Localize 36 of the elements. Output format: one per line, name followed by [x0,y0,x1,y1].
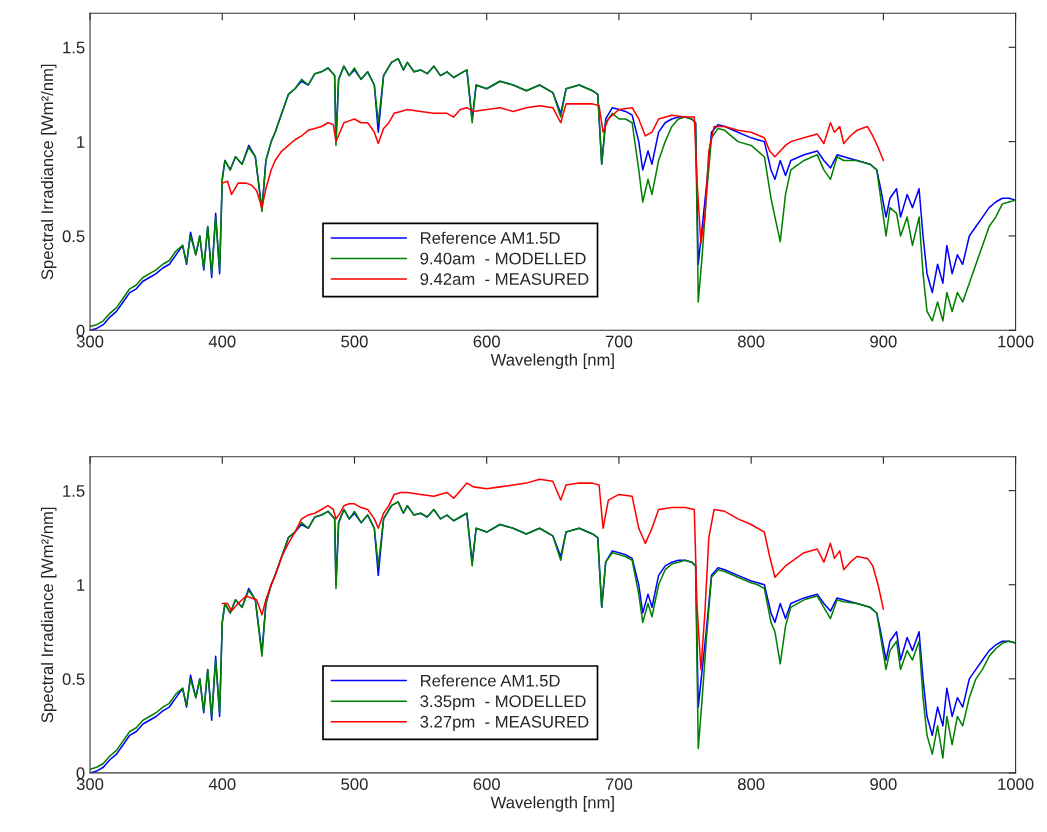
line-series [221,103,885,245]
y-tick-label: 1.5 [63,41,85,54]
legend-label: Reference AM1.5D [421,231,560,244]
y-tick-label: 1 [77,579,85,591]
x-tick-label: 1000 [998,335,1034,348]
y-tick-label: 0.5 [62,673,85,686]
y-tick-label: 0.5 [62,230,85,243]
x-tick-label: 900 [870,778,897,791]
x-tick-label: 700 [605,778,633,791]
legend-label: 9.42am - MEASURED [420,273,589,285]
x-tick-label: 700 [605,335,633,348]
x-tick-label: 500 [341,335,368,348]
y-tick-label: 1.5 [63,485,85,497]
y-axis-title: Spectral Irradiance [Wm²/nm] [40,507,57,723]
legend-label: 3.35pm - MODELLED [420,695,586,711]
x-axis-title: Wavelength [nm] [490,353,614,370]
legend-label: Reference AM1.5D [421,674,560,687]
legend-label: 9.40am - MODELLED [420,252,586,265]
x-tick-label: 300 [76,778,104,791]
x-tick-label: 900 [870,335,897,348]
x-tick-label: 1000 [998,778,1034,791]
x-tick-label: 600 [473,778,500,791]
x-tick-label: 600 [473,335,500,348]
legend-label: 3.27pm - MEASURED [420,715,589,731]
y-tick-label: 1 [77,136,85,148]
x-tick-label: 400 [208,335,236,348]
x-axis-title: Wavelength [nm] [490,796,614,812]
x-tick-label: 800 [737,778,765,791]
x-tick-label: 800 [737,335,765,348]
x-tick-label: 500 [341,778,368,791]
x-tick-label: 300 [76,335,104,348]
x-tick-label: 400 [208,778,236,791]
line-series [221,478,885,671]
y-tick-label: 0 [76,767,85,780]
y-axis-title: Spectral Irradiance [Wm²/nm] [40,64,57,280]
y-tick-label: 0 [76,324,85,337]
